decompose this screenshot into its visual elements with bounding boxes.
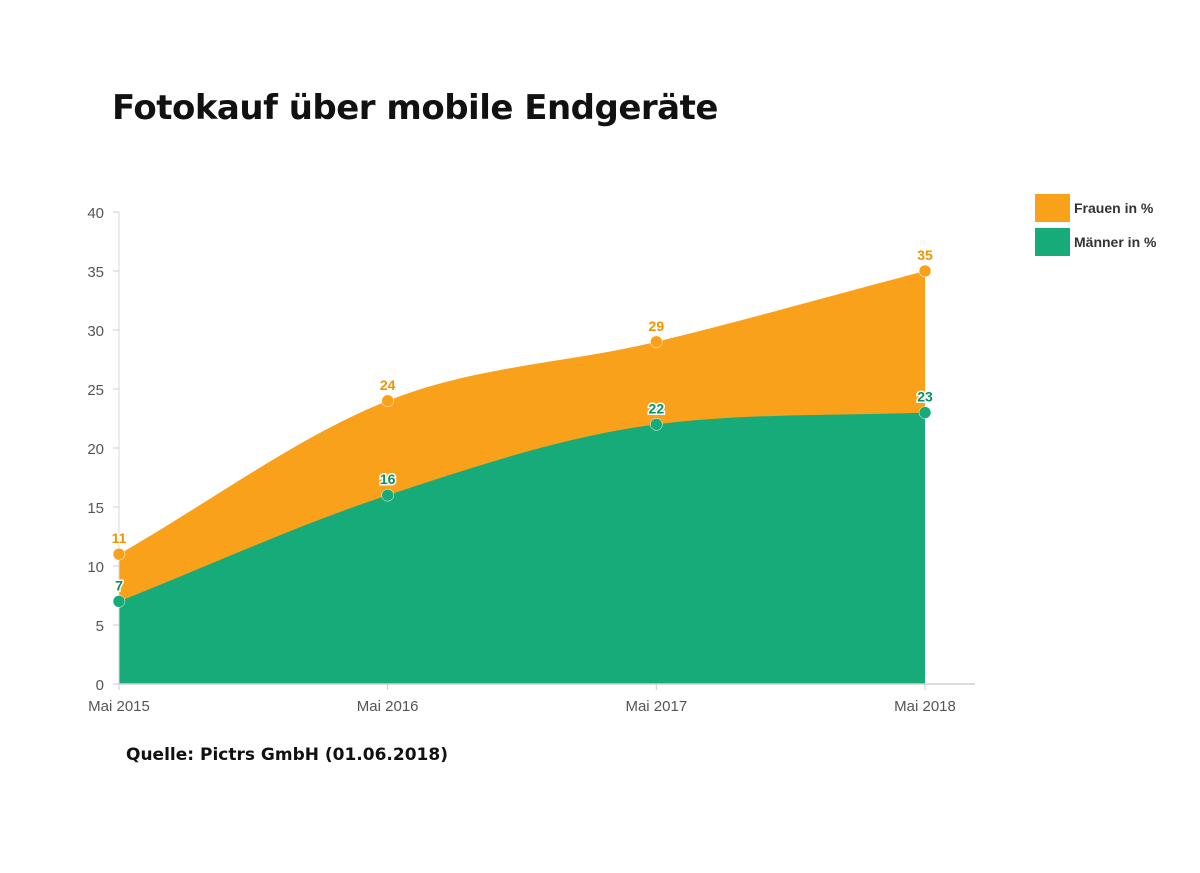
data-point-frauen xyxy=(381,394,394,408)
y-tick-label: 25 xyxy=(87,382,104,399)
data-point-frauen xyxy=(112,547,126,561)
data-point-frauen xyxy=(650,335,663,349)
x-tick-label: Mai 2018 xyxy=(894,698,956,715)
data-label-maenner: 23 xyxy=(917,389,933,405)
y-tick-label: 15 xyxy=(87,500,104,517)
area-maenner xyxy=(119,412,925,684)
chart-areas xyxy=(119,271,925,684)
data-label-frauen: 35 xyxy=(917,247,933,263)
data-label-frauen: 29 xyxy=(649,318,665,334)
data-point-maenner xyxy=(650,418,663,431)
data-point-maenner xyxy=(381,488,394,502)
y-tick-label: 0 xyxy=(96,677,104,694)
x-tick-label: Mai 2015 xyxy=(88,698,150,715)
x-tick-label: Mai 2017 xyxy=(625,698,687,715)
y-tick-label: 35 xyxy=(87,264,104,281)
data-label-frauen: 11 xyxy=(112,530,127,546)
chart-points xyxy=(112,264,932,608)
legend: Frauen in % Männer in % xyxy=(1035,194,1156,262)
y-tick-label: 10 xyxy=(87,559,104,576)
data-label-frauen: 24 xyxy=(380,377,396,393)
legend-label-frauen: Frauen in % xyxy=(1074,200,1154,216)
y-tick-label: 30 xyxy=(87,323,104,340)
data-point-maenner xyxy=(918,406,932,419)
y-tick-label: 5 xyxy=(96,618,104,635)
chart-axes: 0 5 10 15 20 25 30 35 40 Mai 2015 Mai 2016 Mai 2017… xyxy=(87,205,975,715)
data-point-frauen xyxy=(918,264,932,278)
data-label-maenner: 7 xyxy=(115,577,123,593)
data-label-maenner: 16 xyxy=(380,471,396,487)
y-tick-label: 20 xyxy=(87,441,104,458)
y-tick-label: 40 xyxy=(87,205,104,222)
legend-item-maenner[interactable]: Männer in % xyxy=(1035,228,1156,256)
legend-label-maenner: Männer in % xyxy=(1074,234,1157,250)
x-tick-label: Mai 2016 xyxy=(357,698,419,715)
legend-swatch-frauen xyxy=(1035,194,1070,222)
chart-title: Fotokauf über mobile Endgeräte xyxy=(112,88,718,128)
legend-swatch-maenner xyxy=(1035,228,1070,256)
data-point-maenner xyxy=(112,595,126,608)
chart-data-labels: 11 24 29 35 7 16 22 23 xyxy=(110,246,934,595)
data-label-maenner: 22 xyxy=(649,400,665,416)
legend-item-frauen[interactable]: Frauen in % xyxy=(1035,194,1156,222)
source-note: Quelle: Pictrs GmbH (01.06.2018) xyxy=(126,745,448,765)
